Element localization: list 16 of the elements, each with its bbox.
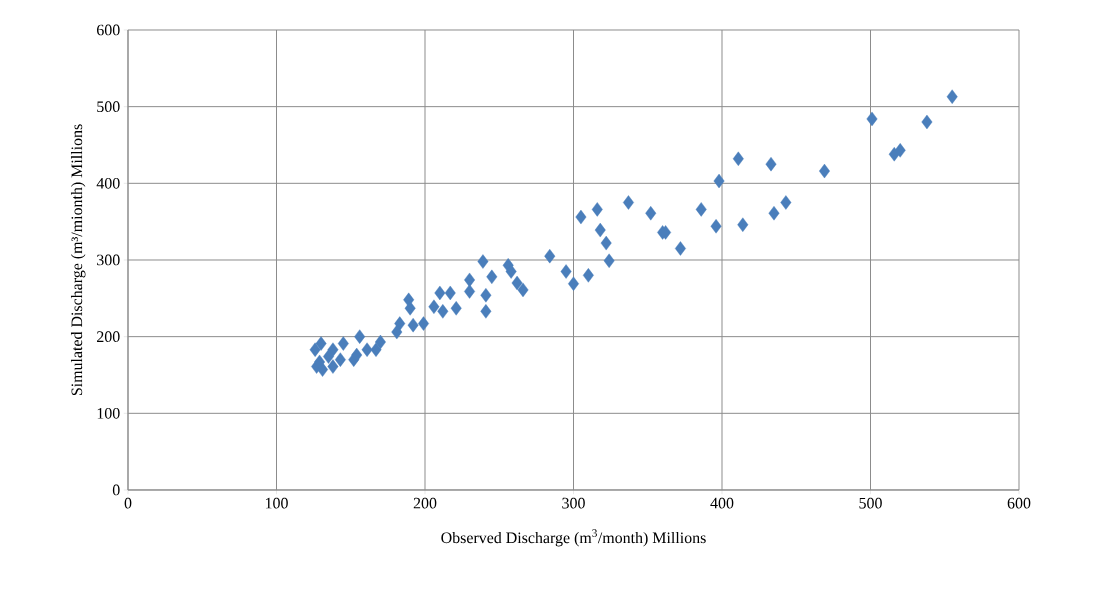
x-tick-label: 600 <box>1007 497 1031 509</box>
x-tick-label: 0 <box>124 497 132 509</box>
y-tick-label: 100 <box>97 407 120 419</box>
x-tick-label: 500 <box>859 497 882 509</box>
y-axis-title: Simulated Discharge (m³/mionth) Millions <box>70 124 86 396</box>
y-tick-label: 200 <box>97 331 120 343</box>
x-tick-label: 300 <box>562 497 585 509</box>
x-axis-title: Observed Discharge (m$^{3}$/month) Millions <box>441 529 706 547</box>
x-tick-label: 400 <box>710 497 734 509</box>
y-tick-label: 600 <box>97 24 120 36</box>
y-tick-label: 0 <box>112 484 120 496</box>
y-tick-label: 400 <box>96 177 120 189</box>
x-tick-label: 100 <box>265 497 288 509</box>
y-tick-label: 300 <box>97 254 120 266</box>
x-tick-label: 200 <box>413 497 437 509</box>
y-tick-label: 500 <box>97 101 120 113</box>
